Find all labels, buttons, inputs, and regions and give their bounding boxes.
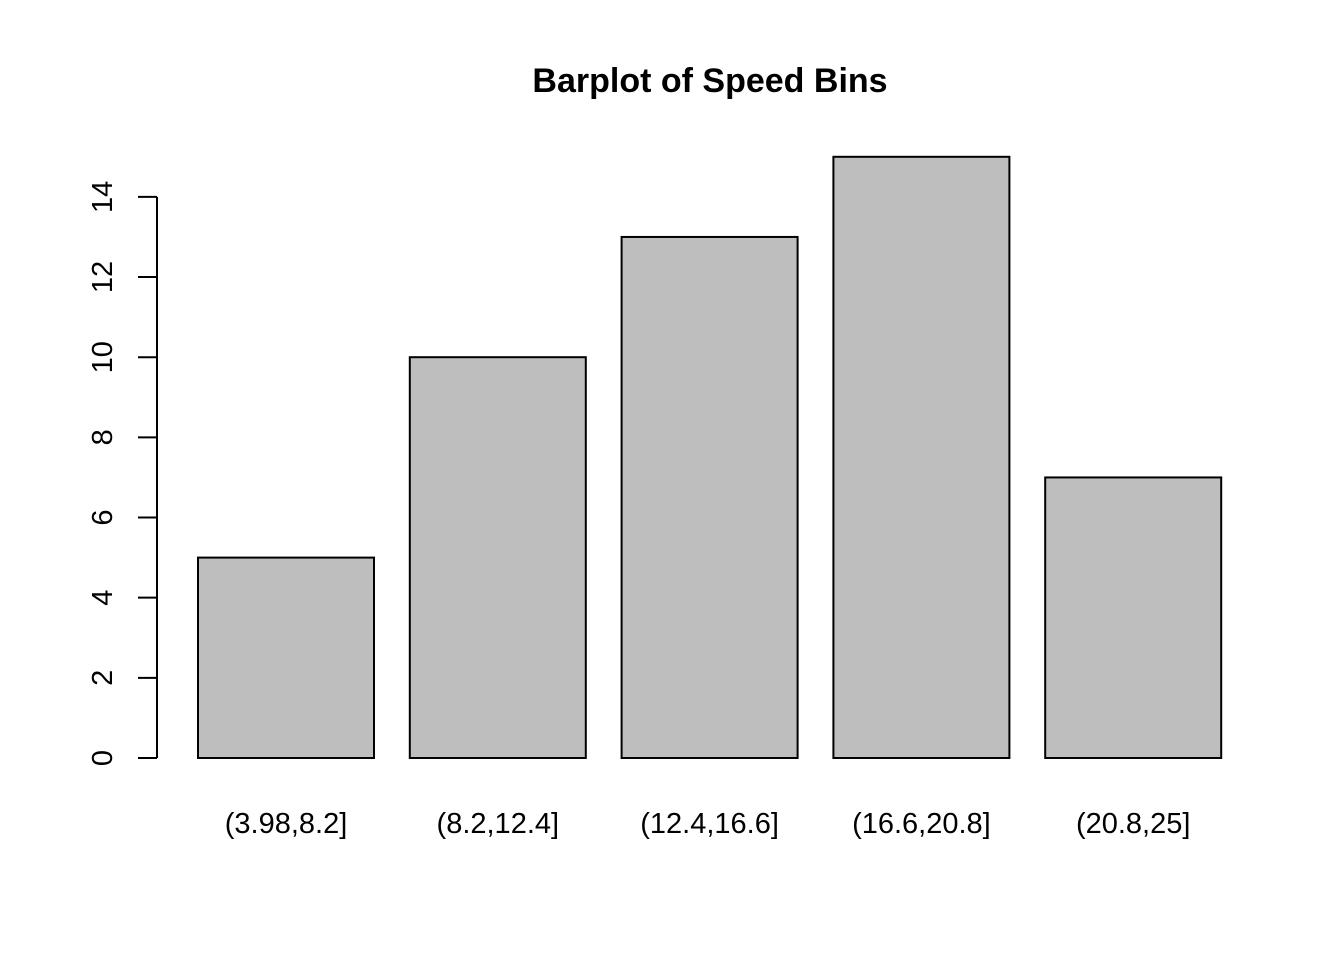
x-tick-label-5: (20.8,25] xyxy=(1076,808,1190,840)
bar-2 xyxy=(408,356,587,759)
y-tick-label-0: 0 xyxy=(87,750,119,766)
x-tick-label-2: (8.2,12.4] xyxy=(437,808,560,840)
y-tick-label-10: 10 xyxy=(87,341,119,373)
x-tick-label-4: (16.6,20.8] xyxy=(852,808,991,840)
bar-3 xyxy=(620,235,799,759)
bar-5 xyxy=(1044,476,1223,759)
y-tick-label-2: 2 xyxy=(87,670,119,686)
x-tick-label-3: (12.4,16.6] xyxy=(640,808,779,840)
y-tick-label-6: 6 xyxy=(87,509,119,525)
bar-4 xyxy=(832,155,1011,760)
y-tick-label-4: 4 xyxy=(87,590,119,606)
bar-1 xyxy=(197,556,375,759)
y-tick-label-12: 12 xyxy=(87,261,119,293)
x-tick-label-1: (3.98,8.2] xyxy=(225,808,348,840)
bars-group xyxy=(197,155,1223,760)
y-tick-label-8: 8 xyxy=(87,429,119,445)
y-axis: 0 2 4 6 8 10 12 14 xyxy=(87,181,158,766)
x-axis-labels: (3.98,8.2] (8.2,12.4] (12.4,16.6] (16.6,20.… xyxy=(225,808,1191,840)
y-tick-label-14: 14 xyxy=(87,181,119,213)
chart-title: Barplot of Speed Bins xyxy=(532,62,887,100)
